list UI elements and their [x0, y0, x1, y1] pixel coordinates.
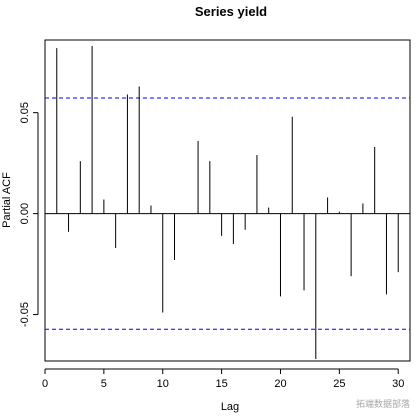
chart-title: Series yield: [195, 4, 267, 19]
y-tick-label: 0.05: [19, 102, 31, 123]
watermark: 拓端数据部落: [355, 400, 410, 410]
y-axis-label: Partial ACF: [1, 172, 13, 228]
x-tick-label: 10: [157, 378, 169, 390]
x-tick-label: 25: [333, 378, 345, 390]
x-tick-label: 15: [215, 378, 227, 390]
pacf-bars: [56, 46, 399, 359]
plot-frame: [44, 39, 411, 362]
x-axis: 0 5 10 15 20 25 30: [42, 368, 404, 390]
x-tick-label: 0: [42, 378, 48, 390]
x-tick-label: 30: [392, 378, 404, 390]
y-tick-label: -0.05: [19, 302, 31, 327]
x-tick-label: 5: [101, 378, 107, 390]
x-tick-label: 20: [274, 378, 286, 390]
y-axis: -0.05 0.00 0.05: [19, 102, 39, 327]
y-tick-label: 0.00: [19, 203, 31, 224]
x-axis-label: Lag: [221, 401, 239, 413]
